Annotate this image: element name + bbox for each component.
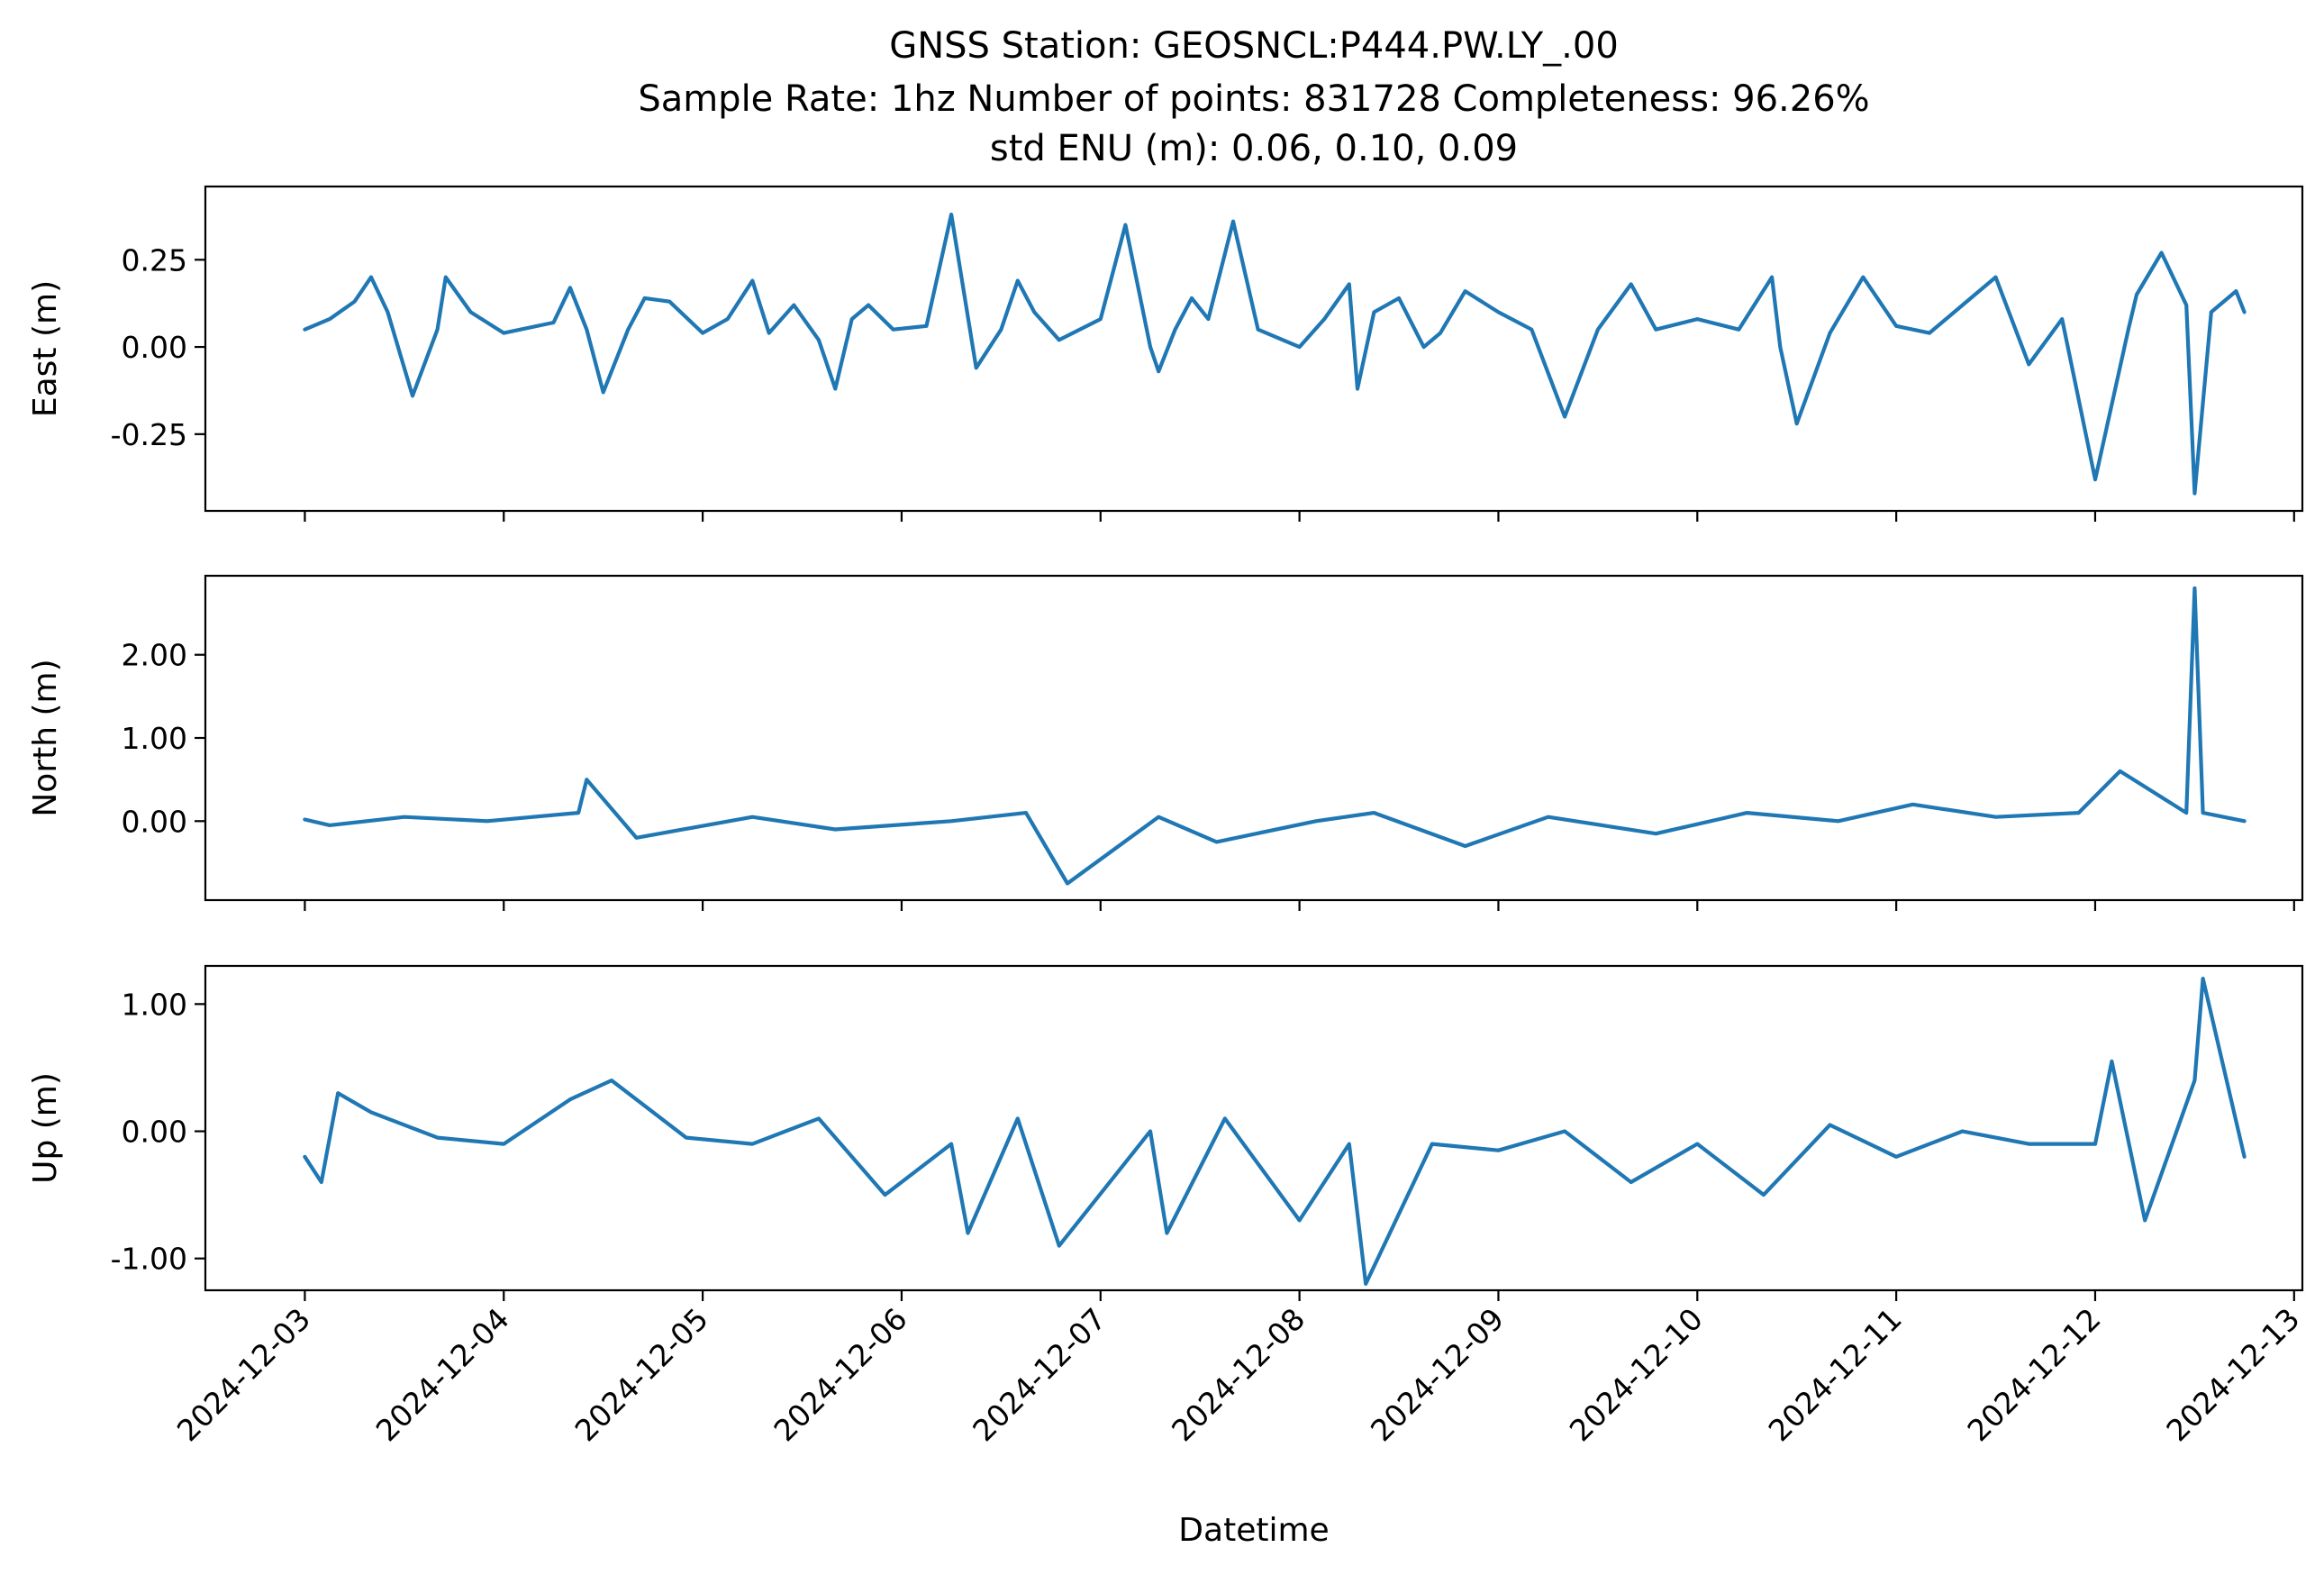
xtick-label: 2024-12-04: [369, 1301, 516, 1448]
north-y-axis-label: North (m): [27, 659, 64, 816]
north-series-line: [303, 586, 2247, 886]
north-ytick-label: 0.00: [122, 804, 187, 839]
figure-title: GNSS Station: GEOSNCL:P444.PW.LY_.00 Sam…: [638, 25, 1869, 169]
title-line-2: Sample Rate: 1hz Number of points: 83172…: [638, 78, 1869, 120]
xtick-label: 2024-12-10: [1563, 1301, 1710, 1448]
north-axes-frame: [204, 574, 2304, 902]
north-ytick-label: 1.00: [122, 721, 187, 756]
up-ytick-label: 0.00: [122, 1115, 187, 1150]
xtick-label: 2024-12-12: [1960, 1301, 2107, 1448]
xtick-label: 2024-12-08: [1165, 1301, 1312, 1448]
up-ytick-label: -1.00: [111, 1242, 187, 1277]
title-line-1: GNSS Station: GEOSNCL:P444.PW.LY_.00: [889, 25, 1619, 67]
title-line-3: std ENU (m): 0.06, 0.10, 0.09: [990, 128, 1518, 169]
up-axes-frame: [204, 964, 2304, 1292]
xtick-label: 2024-12-11: [1762, 1301, 1909, 1448]
up-y-axis-label: Up (m): [27, 1072, 64, 1184]
up-series-line: [303, 976, 2247, 1287]
xtick-label: 2024-12-13: [2159, 1301, 2306, 1448]
up-ytick-label: 1.00: [122, 987, 187, 1022]
east-ytick-label: -0.25: [111, 417, 187, 452]
x-axis-label: Datetime: [1178, 1512, 1329, 1549]
east-panel: 0.25 0.00 -0.25 East (m): [27, 185, 2304, 522]
xtick-label: 2024-12-06: [767, 1301, 913, 1448]
north-panel: 2.00 1.00 0.00 North (m): [27, 574, 2304, 911]
east-series-line: [303, 212, 2247, 496]
east-axes-frame: [204, 185, 2304, 513]
xtick-label: 2024-12-03: [170, 1301, 317, 1448]
east-ytick-label: 0.00: [122, 330, 187, 365]
xtick-label: 2024-12-07: [966, 1301, 1112, 1448]
xtick-label: 2024-12-05: [568, 1301, 715, 1448]
east-ytick-label: 0.25: [122, 242, 187, 278]
up-panel: 1.00 0.00 -1.00 Up (m) 2024-12-03 2024-12-04 2…: [27, 964, 2306, 1448]
east-y-axis-label: East (m): [27, 280, 64, 417]
north-ytick-label: 2.00: [122, 638, 187, 673]
xtick-label: 2024-12-09: [1364, 1301, 1511, 1448]
